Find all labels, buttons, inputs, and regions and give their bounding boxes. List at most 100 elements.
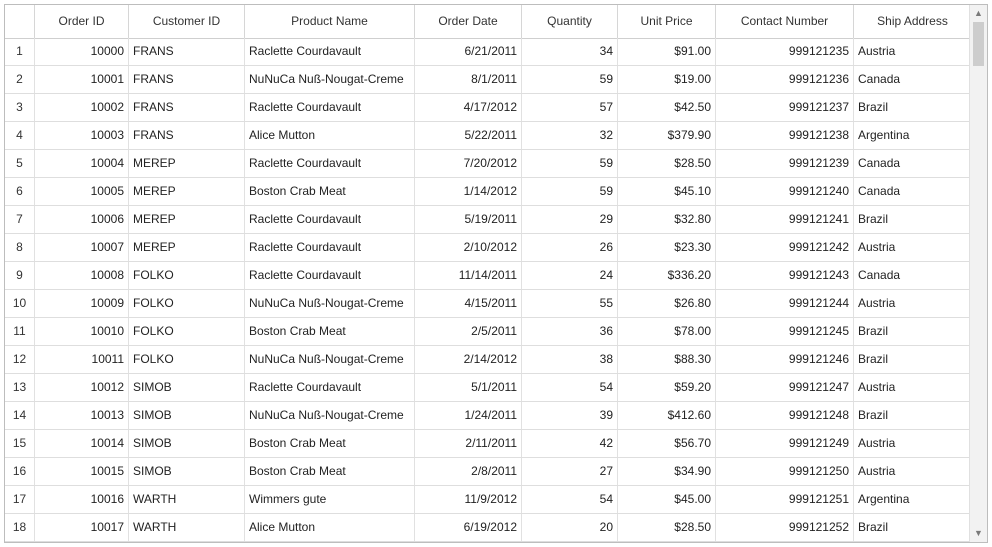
vertical-scrollbar[interactable]: ▲ ▼ <box>969 5 987 542</box>
ship-address-cell[interactable]: Brazil <box>858 520 889 534</box>
ship-address-cell[interactable]: Brazil <box>858 408 889 422</box>
table-row[interactable]: 9 10008 FOLKO Raclette Courdavault 11/14/201… <box>5 262 971 290</box>
unit-price-cell[interactable]: $45.10 <box>618 178 716 205</box>
column-header-ship-address[interactable]: Ship Address <box>877 14 948 28</box>
contact-number-cell[interactable]: 999121238 <box>716 122 854 149</box>
quantity-cell[interactable]: 34 <box>522 38 618 65</box>
quantity-cell[interactable]: 24 <box>522 262 618 289</box>
unit-price-cell[interactable]: $32.80 <box>618 206 716 233</box>
product-name-cell[interactable]: Raclette Courdavault <box>245 150 415 177</box>
order-date-cell[interactable]: 4/17/2012 <box>415 94 522 121</box>
order-date-cell[interactable]: 2/10/2012 <box>415 234 522 261</box>
column-header-order-date[interactable]: Order Date <box>415 5 522 38</box>
orders-data-grid[interactable]: Order ID Customer ID Product Name Order … <box>4 4 988 543</box>
ship-address-cell[interactable]: Canada <box>858 72 901 86</box>
contact-number-cell[interactable]: 999121240 <box>716 178 854 205</box>
ship-address-cell[interactable]: Austria <box>858 436 896 450</box>
order-id-cell[interactable]: 10013 <box>35 402 129 429</box>
unit-price-cell[interactable]: $23.30 <box>618 234 716 261</box>
table-row[interactable]: 10 10009 FOLKO NuNuCa Nuß-Nougat-Creme 4/15/… <box>5 290 971 318</box>
column-header-customer-id[interactable]: Customer ID <box>129 5 245 38</box>
order-date-cell[interactable]: 1/14/2012 <box>415 178 522 205</box>
product-name-cell[interactable]: Alice Mutton <box>245 514 415 541</box>
unit-price-cell[interactable]: $26.80 <box>618 290 716 317</box>
ship-address-cell[interactable]: Argentina <box>858 128 910 142</box>
table-row[interactable]: 13 10012 SIMOB Raclette Courdavault 5/1/2011… <box>5 374 971 402</box>
unit-price-cell[interactable]: $42.50 <box>618 94 716 121</box>
order-date-cell[interactable]: 2/11/2011 <box>415 430 522 457</box>
customer-id-cell[interactable]: MEREP <box>129 150 245 177</box>
customer-id-cell[interactable]: FRANS <box>129 122 245 149</box>
unit-price-cell[interactable]: $19.00 <box>618 66 716 93</box>
order-id-cell[interactable]: 10002 <box>35 94 129 121</box>
order-id-cell[interactable]: 10015 <box>35 458 129 485</box>
quantity-cell[interactable]: 38 <box>522 346 618 373</box>
order-date-cell[interactable]: 11/9/2012 <box>415 486 522 513</box>
table-row[interactable]: 18 10017 WARTH Alice Mutton 6/19/2012 20 $28.5… <box>5 514 971 542</box>
order-date-cell[interactable]: 5/19/2011 <box>415 206 522 233</box>
table-row[interactable]: 11 10010 FOLKO Boston Crab Meat 2/5/2011 36 $7… <box>5 318 971 346</box>
chevron-down-icon[interactable]: ▼ <box>974 528 983 538</box>
quantity-cell[interactable]: 59 <box>522 178 618 205</box>
ship-address-cell[interactable]: Argentina <box>858 492 910 506</box>
table-row[interactable]: 8 10007 MEREP Raclette Courdavault 2/10/2012… <box>5 234 971 262</box>
order-id-cell[interactable]: 10003 <box>35 122 129 149</box>
contact-number-cell[interactable]: 999121247 <box>716 374 854 401</box>
quantity-cell[interactable]: 29 <box>522 206 618 233</box>
order-id-cell[interactable]: 10011 <box>35 346 129 373</box>
contact-number-cell[interactable]: 999121239 <box>716 150 854 177</box>
quantity-cell[interactable]: 57 <box>522 94 618 121</box>
order-date-cell[interactable]: 2/8/2011 <box>415 458 522 485</box>
ship-address-cell[interactable]: Austria <box>858 296 896 310</box>
customer-id-cell[interactable]: FRANS <box>129 66 245 93</box>
customer-id-cell[interactable]: MEREP <box>129 206 245 233</box>
contact-number-cell[interactable]: 999121248 <box>716 402 854 429</box>
customer-id-cell[interactable]: MEREP <box>129 178 245 205</box>
column-header-contact-number[interactable]: Contact Number <box>716 5 854 38</box>
unit-price-cell[interactable]: $28.50 <box>618 514 716 541</box>
product-name-cell[interactable]: Boston Crab Meat <box>245 458 415 485</box>
quantity-cell[interactable]: 27 <box>522 458 618 485</box>
contact-number-cell[interactable]: 999121235 <box>716 38 854 65</box>
quantity-cell[interactable]: 55 <box>522 290 618 317</box>
contact-number-cell[interactable]: 999121252 <box>716 514 854 541</box>
order-id-cell[interactable]: 10001 <box>35 66 129 93</box>
order-date-cell[interactable]: 6/21/2011 <box>415 38 522 65</box>
order-date-cell[interactable]: 8/1/2011 <box>415 66 522 93</box>
order-id-cell[interactable]: 10016 <box>35 486 129 513</box>
order-id-cell[interactable]: 10010 <box>35 318 129 345</box>
table-row[interactable]: 3 10002 FRANS Raclette Courdavault 4/17/2012… <box>5 94 971 122</box>
product-name-cell[interactable]: NuNuCa Nuß-Nougat-Creme <box>245 66 415 93</box>
quantity-cell[interactable]: 54 <box>522 374 618 401</box>
product-name-cell[interactable]: Alice Mutton <box>245 122 415 149</box>
column-header-order-id[interactable]: Order ID <box>35 5 129 38</box>
quantity-cell[interactable]: 59 <box>522 150 618 177</box>
product-name-cell[interactable]: Raclette Courdavault <box>245 374 415 401</box>
quantity-cell[interactable]: 54 <box>522 486 618 513</box>
customer-id-cell[interactable]: FOLKO <box>129 262 245 289</box>
ship-address-cell[interactable]: Brazil <box>858 324 889 338</box>
customer-id-cell[interactable]: SIMOB <box>129 458 245 485</box>
ship-address-cell[interactable]: Austria <box>858 240 896 254</box>
unit-price-cell[interactable]: $34.90 <box>618 458 716 485</box>
contact-number-cell[interactable]: 999121237 <box>716 94 854 121</box>
unit-price-cell[interactable]: $59.20 <box>618 374 716 401</box>
order-date-cell[interactable]: 5/1/2011 <box>415 374 522 401</box>
unit-price-cell[interactable]: $28.50 <box>618 150 716 177</box>
table-row[interactable]: 12 10011 FOLKO NuNuCa Nuß-Nougat-Creme 2/14/… <box>5 346 971 374</box>
unit-price-cell[interactable]: $78.00 <box>618 318 716 345</box>
order-id-cell[interactable]: 10012 <box>35 374 129 401</box>
quantity-cell[interactable]: 42 <box>522 430 618 457</box>
product-name-cell[interactable]: NuNuCa Nuß-Nougat-Creme <box>245 346 415 373</box>
contact-number-cell[interactable]: 999121242 <box>716 234 854 261</box>
ship-address-cell[interactable]: Brazil <box>858 212 889 226</box>
contact-number-cell[interactable]: 999121243 <box>716 262 854 289</box>
quantity-cell[interactable]: 36 <box>522 318 618 345</box>
ship-address-cell[interactable]: Brazil <box>858 100 889 114</box>
product-name-cell[interactable]: NuNuCa Nuß-Nougat-Creme <box>245 402 415 429</box>
quantity-cell[interactable]: 59 <box>522 66 618 93</box>
contact-number-cell[interactable]: 999121245 <box>716 318 854 345</box>
customer-id-cell[interactable]: SIMOB <box>129 374 245 401</box>
table-row[interactable]: 14 10013 SIMOB NuNuCa Nuß-Nougat-Creme 1/24/… <box>5 402 971 430</box>
customer-id-cell[interactable]: MEREP <box>129 234 245 261</box>
